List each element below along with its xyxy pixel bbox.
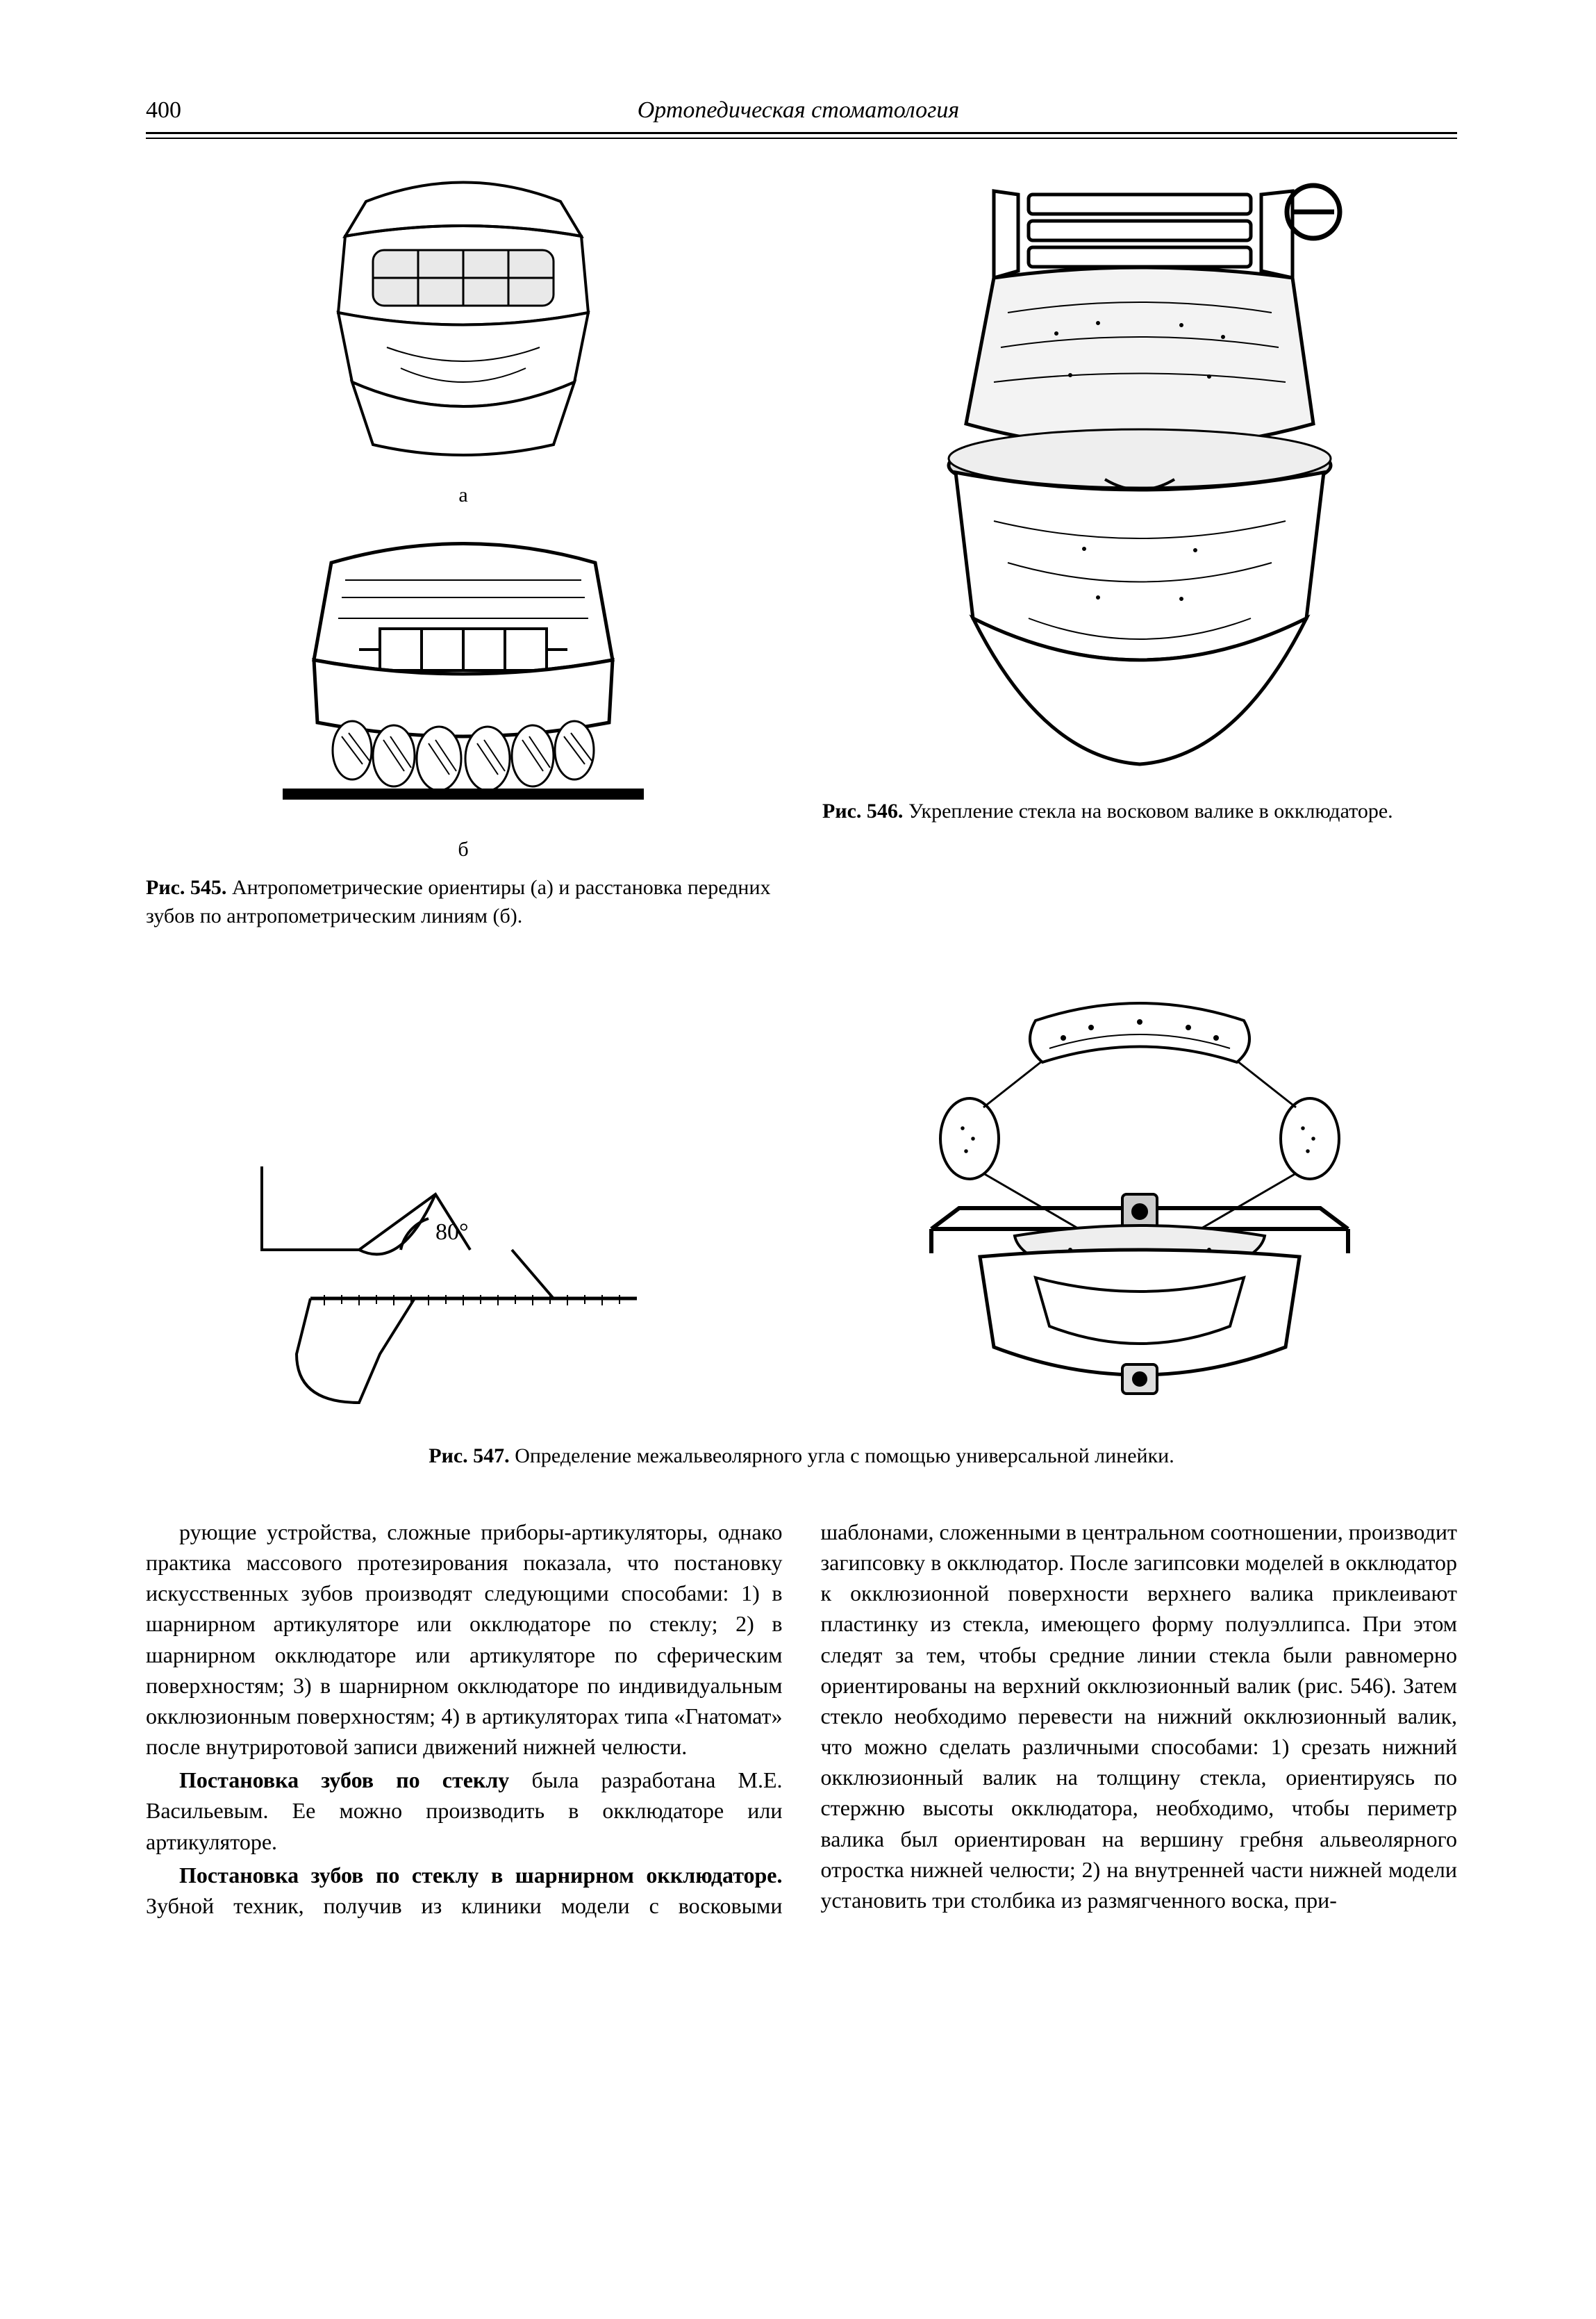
- paragraph-1: рующие устройства, сложные приборы-артик…: [146, 1517, 783, 1762]
- running-title: Ортопедическая стоматология: [181, 97, 1415, 124]
- page-number: 400: [146, 97, 181, 124]
- figure-546-caption: Рис. 546. Укрепление стекла на восковом …: [822, 798, 1457, 826]
- figure-545a-image: [290, 174, 637, 472]
- page-header: 400 Ортопедическая стоматология: [146, 97, 1457, 124]
- figure-545: а: [146, 174, 781, 930]
- figure-547-right: [822, 979, 1457, 1423]
- paragraph-2-bold: Постановка зубов по стеклу: [179, 1767, 509, 1792]
- figure-547-left: 80°: [146, 1125, 781, 1423]
- header-rule: [146, 132, 1457, 139]
- figure-547-caption: Рис. 547. Определение межальвеолярного у…: [146, 1444, 1457, 1468]
- figure-546-caption-text: Укрепление стекла на восковом валике в о…: [903, 800, 1393, 823]
- figure-546-image: [890, 174, 1390, 778]
- body-text: рующие устройства, сложные приборы-артик…: [146, 1517, 1457, 1921]
- figure-545-label-a: а: [458, 484, 467, 507]
- figures-top-row: а: [146, 174, 1457, 930]
- figure-545-caption: Рис. 545. Антропометрические ориентиры (…: [146, 874, 781, 930]
- figure-547-caption-bold: Рис. 547.: [429, 1444, 509, 1467]
- figure-545b-image: [262, 542, 665, 827]
- figure-545-caption-text: Антропометрические ориентиры (а) и расст…: [146, 876, 771, 927]
- paragraph-3-bold: Постановка зубов по стеклу в шарнирном о…: [179, 1863, 783, 1888]
- figure-545-caption-bold: Рис. 545.: [146, 876, 226, 899]
- figure-546-caption-bold: Рис. 546.: [822, 800, 903, 823]
- angle-label: 80°: [435, 1219, 469, 1245]
- glass-plate-line: [283, 789, 644, 800]
- figure-547-caption-text: Определение межальвеолярного угла с помо…: [510, 1444, 1174, 1467]
- figure-545-label-b: б: [458, 838, 468, 861]
- paragraph-2: Постановка зубов по стеклу была разработ…: [146, 1765, 783, 1856]
- figure-546: Рис. 546. Укрепление стекла на восковом …: [822, 174, 1457, 930]
- figure-547-row: 80°: [146, 979, 1457, 1423]
